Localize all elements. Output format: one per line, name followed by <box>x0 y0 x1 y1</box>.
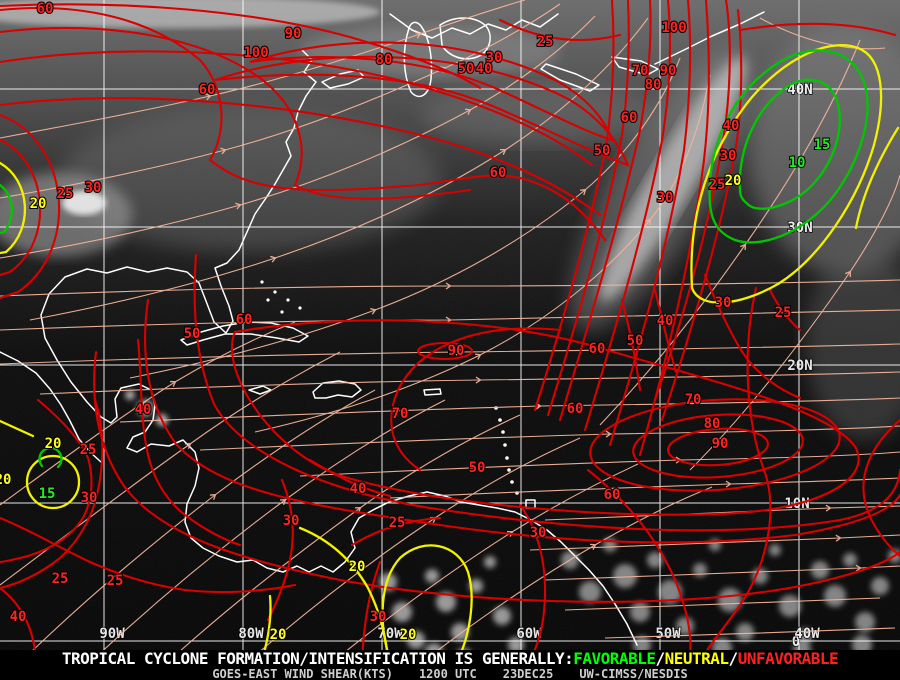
contour-label-yellow-20: 20 <box>349 559 366 575</box>
shear-contours-yellow <box>0 44 900 650</box>
contour-label-red-25: 25 <box>709 177 726 193</box>
contour-label-red-40: 40 <box>657 313 674 329</box>
contour-label-red-90: 90 <box>712 436 729 452</box>
contour-label-red-100: 100 <box>243 45 268 61</box>
status-unfavorable: UNFAVORABLE <box>737 649 839 668</box>
contour-label-red-60: 60 <box>621 110 638 126</box>
longitude-label: 90W <box>99 626 125 642</box>
contour-label-red-50: 50 <box>458 61 475 77</box>
contour-label-red-25: 25 <box>775 305 792 321</box>
contour-label-red-30: 30 <box>486 50 503 66</box>
longitude-label: 80W <box>238 626 264 642</box>
status-bar: TROPICAL CYCLONE FORMATION/INTENSIFICATI… <box>0 649 900 668</box>
lake-ontario <box>611 56 659 76</box>
contour-label-red-30: 30 <box>85 180 102 196</box>
contour-label-red-40: 40 <box>723 118 740 134</box>
latitude-label: 30N <box>787 220 812 236</box>
north-central-south-america-coast <box>40 49 638 646</box>
lake-erie <box>540 63 600 92</box>
contour-label-red-25: 25 <box>537 34 554 50</box>
contour-label-red-50: 50 <box>594 143 611 159</box>
shear-contours-green <box>0 49 869 469</box>
coastlines-layer <box>0 11 765 646</box>
contour-label-red-60: 60 <box>604 487 621 503</box>
contour-label-red-30: 30 <box>715 295 732 311</box>
longitude-label: 40W <box>794 626 820 642</box>
contour-label-yellow-20: 20 <box>725 173 742 189</box>
contour-label-green-15: 15 <box>39 486 56 502</box>
contour-label-red-60: 60 <box>236 312 253 328</box>
contour-label-red-40: 40 <box>10 609 27 625</box>
contour-label-red-25: 25 <box>52 571 69 587</box>
contour-label-red-40: 40 <box>350 481 367 497</box>
mexico-pacific-coast <box>0 351 102 463</box>
valid-date: 23DEC25 <box>502 666 554 680</box>
contour-label-red-30: 30 <box>657 190 674 206</box>
contour-label-red-80: 80 <box>376 52 393 68</box>
credit: UW-CIMSS/NESDIS <box>579 666 688 680</box>
contour-label-red-30: 30 <box>530 525 547 541</box>
st-lawrence <box>654 11 765 65</box>
status-slash2: / <box>728 649 739 668</box>
status-favorable: FAVORABLE <box>573 649 656 668</box>
contour-label-red-50: 50 <box>184 326 201 342</box>
contour-label-red-60: 60 <box>37 1 54 17</box>
contour-label-red-80: 80 <box>704 416 721 432</box>
contour-label-red-90: 90 <box>285 26 302 42</box>
contour-label-red-80: 80 <box>645 77 662 93</box>
hispaniola <box>312 380 362 399</box>
footer-bar: GOES-EAST WIND SHEAR(KTS) 1200 UTC 23DEC… <box>0 667 900 680</box>
contour-label-red-30: 30 <box>370 609 387 625</box>
longitude-label: 60W <box>516 626 542 642</box>
contour-label-red-25: 25 <box>107 573 124 589</box>
contour-label-yellow-20: 20 <box>30 196 47 212</box>
latitude-label: 40N <box>787 82 812 98</box>
contour-label-red-90: 90 <box>448 343 465 359</box>
longitude-label: 50W <box>655 626 681 642</box>
latitude-label: 0 <box>792 634 800 650</box>
contour-label-red-25: 25 <box>80 442 97 458</box>
contour-label-red-30: 30 <box>283 513 300 529</box>
contour-label-red-30: 30 <box>720 148 737 164</box>
contour-label-red-100: 100 <box>661 20 686 36</box>
contour-label-red-90: 90 <box>660 63 677 79</box>
puerto-rico <box>423 388 442 396</box>
cuba <box>180 321 309 346</box>
northeast-coast <box>389 13 559 39</box>
product-name: GOES-EAST WIND SHEAR(KTS) <box>212 666 393 680</box>
contour-label-red-60: 60 <box>490 165 507 181</box>
contour-label-red-30: 30 <box>81 490 98 506</box>
contour-label-red-60: 60 <box>589 341 606 357</box>
valid-time: 1200 UTC <box>418 666 477 680</box>
contour-label-red-60: 60 <box>199 82 216 98</box>
shear-contours-red <box>0 0 900 650</box>
contour-label-yellow-20: 20 <box>0 472 11 488</box>
latitude-label: 20N <box>787 358 812 374</box>
contour-label-green-10: 10 <box>789 155 806 171</box>
status-slash1: / <box>655 649 665 668</box>
status-neutral: NEUTRAL <box>664 649 729 668</box>
contour-label-red-60: 60 <box>567 401 584 417</box>
contour-label-yellow-20: 20 <box>400 627 417 643</box>
contour-label-red-70: 70 <box>685 392 702 408</box>
contour-label-red-70: 70 <box>632 63 649 79</box>
contour-label-yellow-20: 20 <box>270 627 287 643</box>
contour-label-green-15: 15 <box>814 137 831 153</box>
contour-label-red-70: 70 <box>392 406 409 422</box>
contour-label-yellow-20: 20 <box>45 436 62 452</box>
status-message: TROPICAL CYCLONE FORMATION/INTENSIFICATI… <box>61 649 574 668</box>
contour-label-red-40: 40 <box>135 402 152 418</box>
contour-label-red-25: 25 <box>57 186 74 202</box>
bahamas <box>260 280 302 314</box>
contour-label-red-50: 50 <box>469 460 486 476</box>
contour-label-red-40: 40 <box>476 61 493 77</box>
contour-label-red-25: 25 <box>389 515 406 531</box>
lake-huron <box>439 17 491 60</box>
contour-label-red-50: 50 <box>627 333 644 349</box>
